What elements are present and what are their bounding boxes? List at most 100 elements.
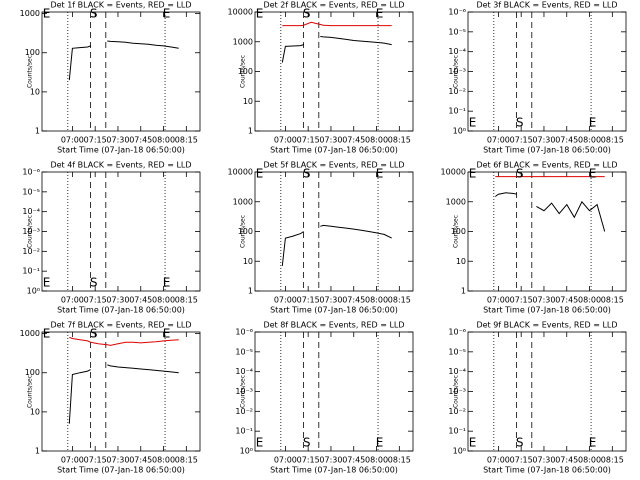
chart-title: Det 5f BLACK = Events, RED = LLD (263, 161, 404, 170)
y-tick-label: 1 (248, 127, 253, 136)
y-tick-label: 10⁰ (453, 447, 466, 456)
data-line (68, 40, 179, 81)
x-tick-label: 07:30 (106, 296, 129, 305)
y-tick-label: 100 (451, 227, 466, 236)
annotation: E (43, 7, 51, 21)
x-axis-label: Start Time (07-Jan-18 06:50:00) (57, 306, 185, 315)
x-tick-label: 08:15 (388, 456, 411, 465)
y-tick-label: 1 (461, 287, 466, 296)
x-axis-label: Start Time (07-Jan-18 06:50:00) (270, 306, 398, 315)
x-tick-label: 08:00 (578, 296, 601, 305)
x-axis-label: Start Time (07-Jan-18 06:50:00) (483, 306, 611, 315)
y-tick-label: 10 (243, 257, 253, 266)
annotation: E (589, 436, 597, 450)
y-tick-label: 10⁻⁴ (448, 367, 466, 376)
annotation: E (163, 327, 171, 341)
x-tick-label: 07:30 (319, 456, 342, 465)
annotation: S (90, 7, 98, 21)
x-tick-label: 07:15 (510, 136, 533, 145)
x-tick-label: 08:15 (388, 296, 411, 305)
x-tick-label: 07:45 (129, 296, 152, 305)
y-axis-label: Counts/sec (240, 55, 247, 88)
y-tick-label: 1 (35, 447, 40, 456)
annotation: E (376, 7, 384, 21)
y-tick-label: 10⁻¹ (448, 427, 466, 436)
y-tick-label: 10⁰ (27, 287, 40, 296)
y-tick-label: 100 (25, 368, 40, 377)
annotation: S (90, 327, 98, 341)
y-tick-label: 10⁻⁶ (235, 328, 253, 337)
annotation: E (256, 7, 264, 21)
annotation: E (469, 436, 477, 450)
y-tick-label: 100 (238, 67, 253, 76)
x-tick-label: 07:30 (319, 296, 342, 305)
panel: Det 5f BLACK = Events, RED = LLD Counts/s… (228, 161, 414, 315)
y-axis-label: Counts/sec (27, 215, 34, 248)
panel: Det 9f BLACK = Events, RED = LLD Counts/s… (448, 321, 627, 475)
annotation: S (516, 436, 524, 450)
chart-title: Det 9f BLACK = Events, RED = LLD (476, 321, 617, 330)
annotation: E (163, 276, 171, 290)
x-tick-label: 07:45 (129, 456, 152, 465)
x-tick-label: 07:15 (84, 136, 107, 145)
y-tick-label: 1000 (233, 197, 253, 206)
y-axis-label: Counts/sec (240, 375, 247, 408)
x-tick-label: 07:15 (297, 456, 320, 465)
x-axis-label: Start Time (07-Jan-18 06:50:00) (483, 466, 611, 475)
y-tick-label: 10⁻³ (235, 387, 253, 396)
annotation: E (256, 167, 264, 181)
y-tick-label: 10⁻³ (448, 67, 466, 76)
y-tick-label: 1000 (20, 329, 40, 338)
y-tick-label: 1 (35, 127, 40, 136)
x-tick-label: 08:00 (152, 136, 175, 145)
annotation: S (303, 7, 311, 21)
y-tick-label: 1 (248, 287, 253, 296)
x-tick-label: 08:15 (601, 136, 624, 145)
annotation: E (469, 167, 477, 181)
y-axis-label: Counts/sec (27, 55, 34, 88)
x-tick-label: 08:15 (175, 136, 198, 145)
plot-frame (41, 171, 201, 292)
x-tick-label: 07:45 (129, 136, 152, 145)
y-tick-label: 100 (238, 227, 253, 236)
annotation: E (376, 436, 384, 450)
y-tick-label: 10⁻⁴ (235, 367, 253, 376)
x-tick-label: 07:45 (555, 136, 578, 145)
y-tick-label: 10⁻⁵ (448, 347, 466, 356)
x-tick-label: 07:45 (555, 296, 578, 305)
y-tick-label: 1000 (446, 197, 466, 206)
chart-title: Det 6f BLACK = Events, RED = LLD (476, 161, 617, 170)
annotation: E (43, 327, 51, 341)
plot-frame (254, 11, 414, 132)
y-tick-label: 10⁻² (448, 407, 466, 416)
x-tick-label: 08:00 (365, 456, 388, 465)
y-axis-label: Counts/sec (240, 215, 247, 248)
x-tick-label: 08:00 (152, 456, 175, 465)
y-tick-label: 10⁻⁴ (448, 47, 466, 56)
data-line (281, 224, 392, 266)
panel: Det 8f BLACK = Events, RED = LLD Counts/s… (235, 321, 414, 475)
y-tick-label: 10⁻¹ (235, 427, 253, 436)
y-tick-label: 10⁻⁵ (22, 187, 40, 196)
panel: Det 3f BLACK = Events, RED = LLD Counts/s… (448, 1, 627, 155)
x-tick-label: 08:00 (578, 136, 601, 145)
x-tick-label: 07:45 (555, 456, 578, 465)
x-tick-label: 07:00 (274, 136, 297, 145)
chart-title: Det 2f BLACK = Events, RED = LLD (263, 1, 404, 10)
x-tick-label: 07:45 (342, 296, 365, 305)
y-axis-label: Counts/sec (453, 375, 460, 408)
annotation: E (163, 7, 171, 21)
x-axis-label: Start Time (07-Jan-18 06:50:00) (270, 466, 398, 475)
y-tick-label: 100 (25, 48, 40, 57)
chart-title: Det 3f BLACK = Events, RED = LLD (476, 1, 617, 10)
data-line (282, 21, 392, 27)
y-tick-label: 1000 (233, 37, 253, 46)
x-axis-label: Start Time (07-Jan-18 06:50:00) (483, 146, 611, 155)
y-tick-label: 10⁻² (235, 407, 253, 416)
x-tick-label: 07:00 (487, 456, 510, 465)
y-tick-label: 10000 (441, 168, 466, 177)
annotation: E (256, 436, 264, 450)
panel: Det 2f BLACK = Events, RED = LLD Counts/s… (228, 1, 414, 155)
x-tick-label: 08:15 (388, 136, 411, 145)
annotation: S (303, 436, 311, 450)
